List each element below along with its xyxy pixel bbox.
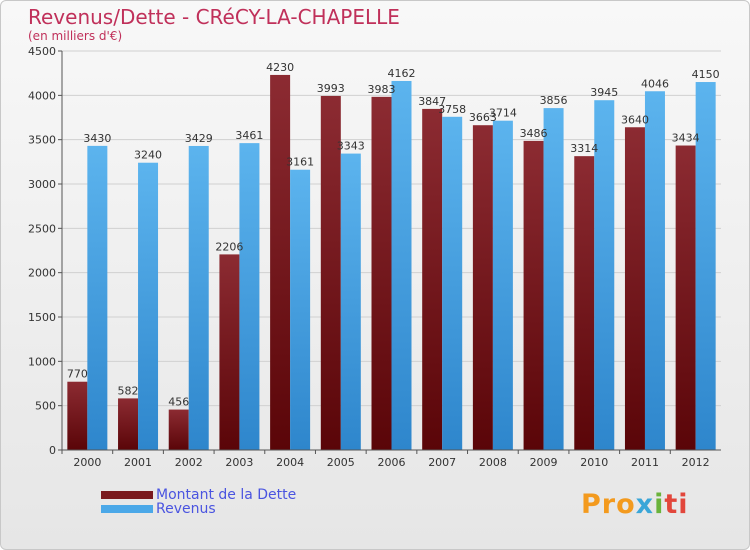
x-tick-label: 2007	[428, 456, 456, 469]
data-label-debt: 4230	[266, 61, 294, 74]
y-tick-label: 0	[49, 444, 56, 457]
data-label-revenue: 3856	[540, 94, 568, 107]
x-tick-label: 2011	[631, 456, 659, 469]
y-tick-label: 4500	[28, 45, 56, 58]
chart-title: Revenus/Dette - CRéCY-LA-CHAPELLE	[28, 5, 400, 29]
data-label-debt: 3434	[672, 132, 700, 145]
y-tick-label: 3500	[28, 134, 56, 147]
bar-debt	[422, 108, 443, 451]
bar-revenue	[239, 143, 260, 450]
y-tick-label: 500	[35, 400, 56, 413]
chart-subtitle: (en milliers d'€)	[28, 29, 123, 43]
data-label-debt: 3663	[469, 111, 497, 124]
legend-label-revenue: Revenus	[156, 501, 216, 517]
y-tick-label: 3000	[28, 178, 56, 191]
bar-debt	[320, 95, 341, 450]
bar-revenue	[492, 120, 513, 450]
x-tick-label: 2008	[479, 456, 507, 469]
data-label-revenue: 3161	[286, 156, 314, 169]
proxiti-logo: Proxiti	[581, 489, 689, 520]
axes: 0 500 1000 1500 2000 2500 3000 3500 4000 4500 2000…	[28, 45, 721, 469]
data-label-debt: 3640	[621, 113, 649, 126]
bars	[67, 74, 716, 451]
bar-revenue	[340, 153, 361, 450]
data-label-revenue: 4162	[388, 67, 416, 80]
legend-swatch-debt	[101, 491, 153, 499]
logo-part: x	[635, 489, 655, 520]
bar-revenue	[594, 100, 615, 451]
x-tick-label: 2006	[378, 456, 406, 469]
data-label-debt: 3486	[520, 127, 548, 140]
y-tick-label: 1500	[28, 311, 56, 324]
data-label-revenue: 4150	[692, 68, 720, 81]
legend-item-debt: Montant de la Dette	[101, 487, 296, 503]
x-tick-label: 2010	[580, 456, 608, 469]
bar-debt	[523, 140, 544, 450]
data-label-debt: 3993	[317, 82, 345, 95]
legend-label-debt: Montant de la Dette	[156, 487, 297, 503]
bar-revenue	[695, 82, 716, 451]
bar-debt	[675, 145, 696, 450]
bar-debt	[118, 398, 139, 450]
x-tick-label: 2005	[327, 456, 355, 469]
x-tick-label: 2004	[276, 456, 304, 469]
legend-swatch-revenue	[101, 505, 153, 513]
data-label-revenue: 3714	[489, 107, 517, 120]
y-tick-label: 4000	[28, 89, 56, 102]
data-label-debt: 456	[168, 396, 189, 409]
bar-debt	[67, 381, 88, 450]
data-label-debt: 3314	[570, 142, 598, 155]
x-tick-label: 2003	[225, 456, 253, 469]
bar-debt	[472, 125, 493, 451]
bar-revenue	[644, 91, 665, 450]
data-label-debt: 770	[67, 368, 88, 381]
data-label-debt: 2206	[215, 240, 243, 253]
data-label-revenue: 3758	[438, 103, 466, 116]
bar-debt	[270, 74, 291, 450]
bar-debt	[371, 96, 392, 450]
x-tick-label: 2002	[175, 456, 203, 469]
bar-debt	[574, 156, 595, 450]
data-label-debt: 582	[118, 384, 139, 397]
x-tick-label: 2001	[124, 456, 152, 469]
y-tick-label: 2000	[28, 267, 56, 280]
data-label-revenue: 3430	[83, 132, 111, 145]
bar-debt	[219, 254, 240, 450]
bar-revenue	[188, 145, 209, 450]
bar-debt	[168, 409, 189, 450]
bar-revenue	[87, 145, 108, 450]
bar-debt	[624, 127, 645, 451]
data-label-debt: 3847	[418, 95, 446, 108]
y-tick-label: 2500	[28, 222, 56, 235]
logo-part: ti	[664, 489, 689, 520]
data-label-revenue: 3429	[185, 132, 213, 145]
data-label-revenue: 3461	[235, 129, 263, 142]
legend-item-revenue: Revenus	[101, 501, 216, 517]
data-label-revenue: 4046	[641, 77, 669, 90]
data-label-revenue: 3240	[134, 149, 162, 162]
data-label-debt: 3983	[368, 83, 396, 96]
x-tick-label: 2012	[682, 456, 710, 469]
x-tick-label: 2009	[530, 456, 558, 469]
bar-revenue	[391, 80, 412, 450]
bar-revenue	[290, 169, 311, 450]
data-label-revenue: 3945	[590, 86, 618, 99]
data-labels: 770 3430 582 3240 456 3429 2206 3461 4230 3161 399…	[67, 61, 720, 409]
bar-revenue	[442, 116, 463, 451]
logo-part: i	[654, 489, 665, 520]
data-label-revenue: 3343	[337, 140, 365, 153]
logo-part: Pro	[581, 489, 636, 520]
bar-revenue	[138, 162, 159, 450]
x-tick-label: 2000	[73, 456, 101, 469]
y-tick-label: 1000	[28, 355, 56, 368]
bar-revenue	[543, 108, 564, 451]
